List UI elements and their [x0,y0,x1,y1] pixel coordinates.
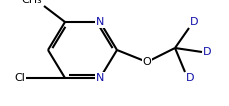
Text: O: O [143,57,151,67]
Text: D: D [203,47,212,57]
Text: N: N [96,17,104,27]
Text: D: D [190,17,199,27]
Text: D: D [186,73,194,83]
Text: N: N [96,73,104,83]
Text: Cl: Cl [14,73,25,83]
Text: CH₃: CH₃ [21,0,42,5]
